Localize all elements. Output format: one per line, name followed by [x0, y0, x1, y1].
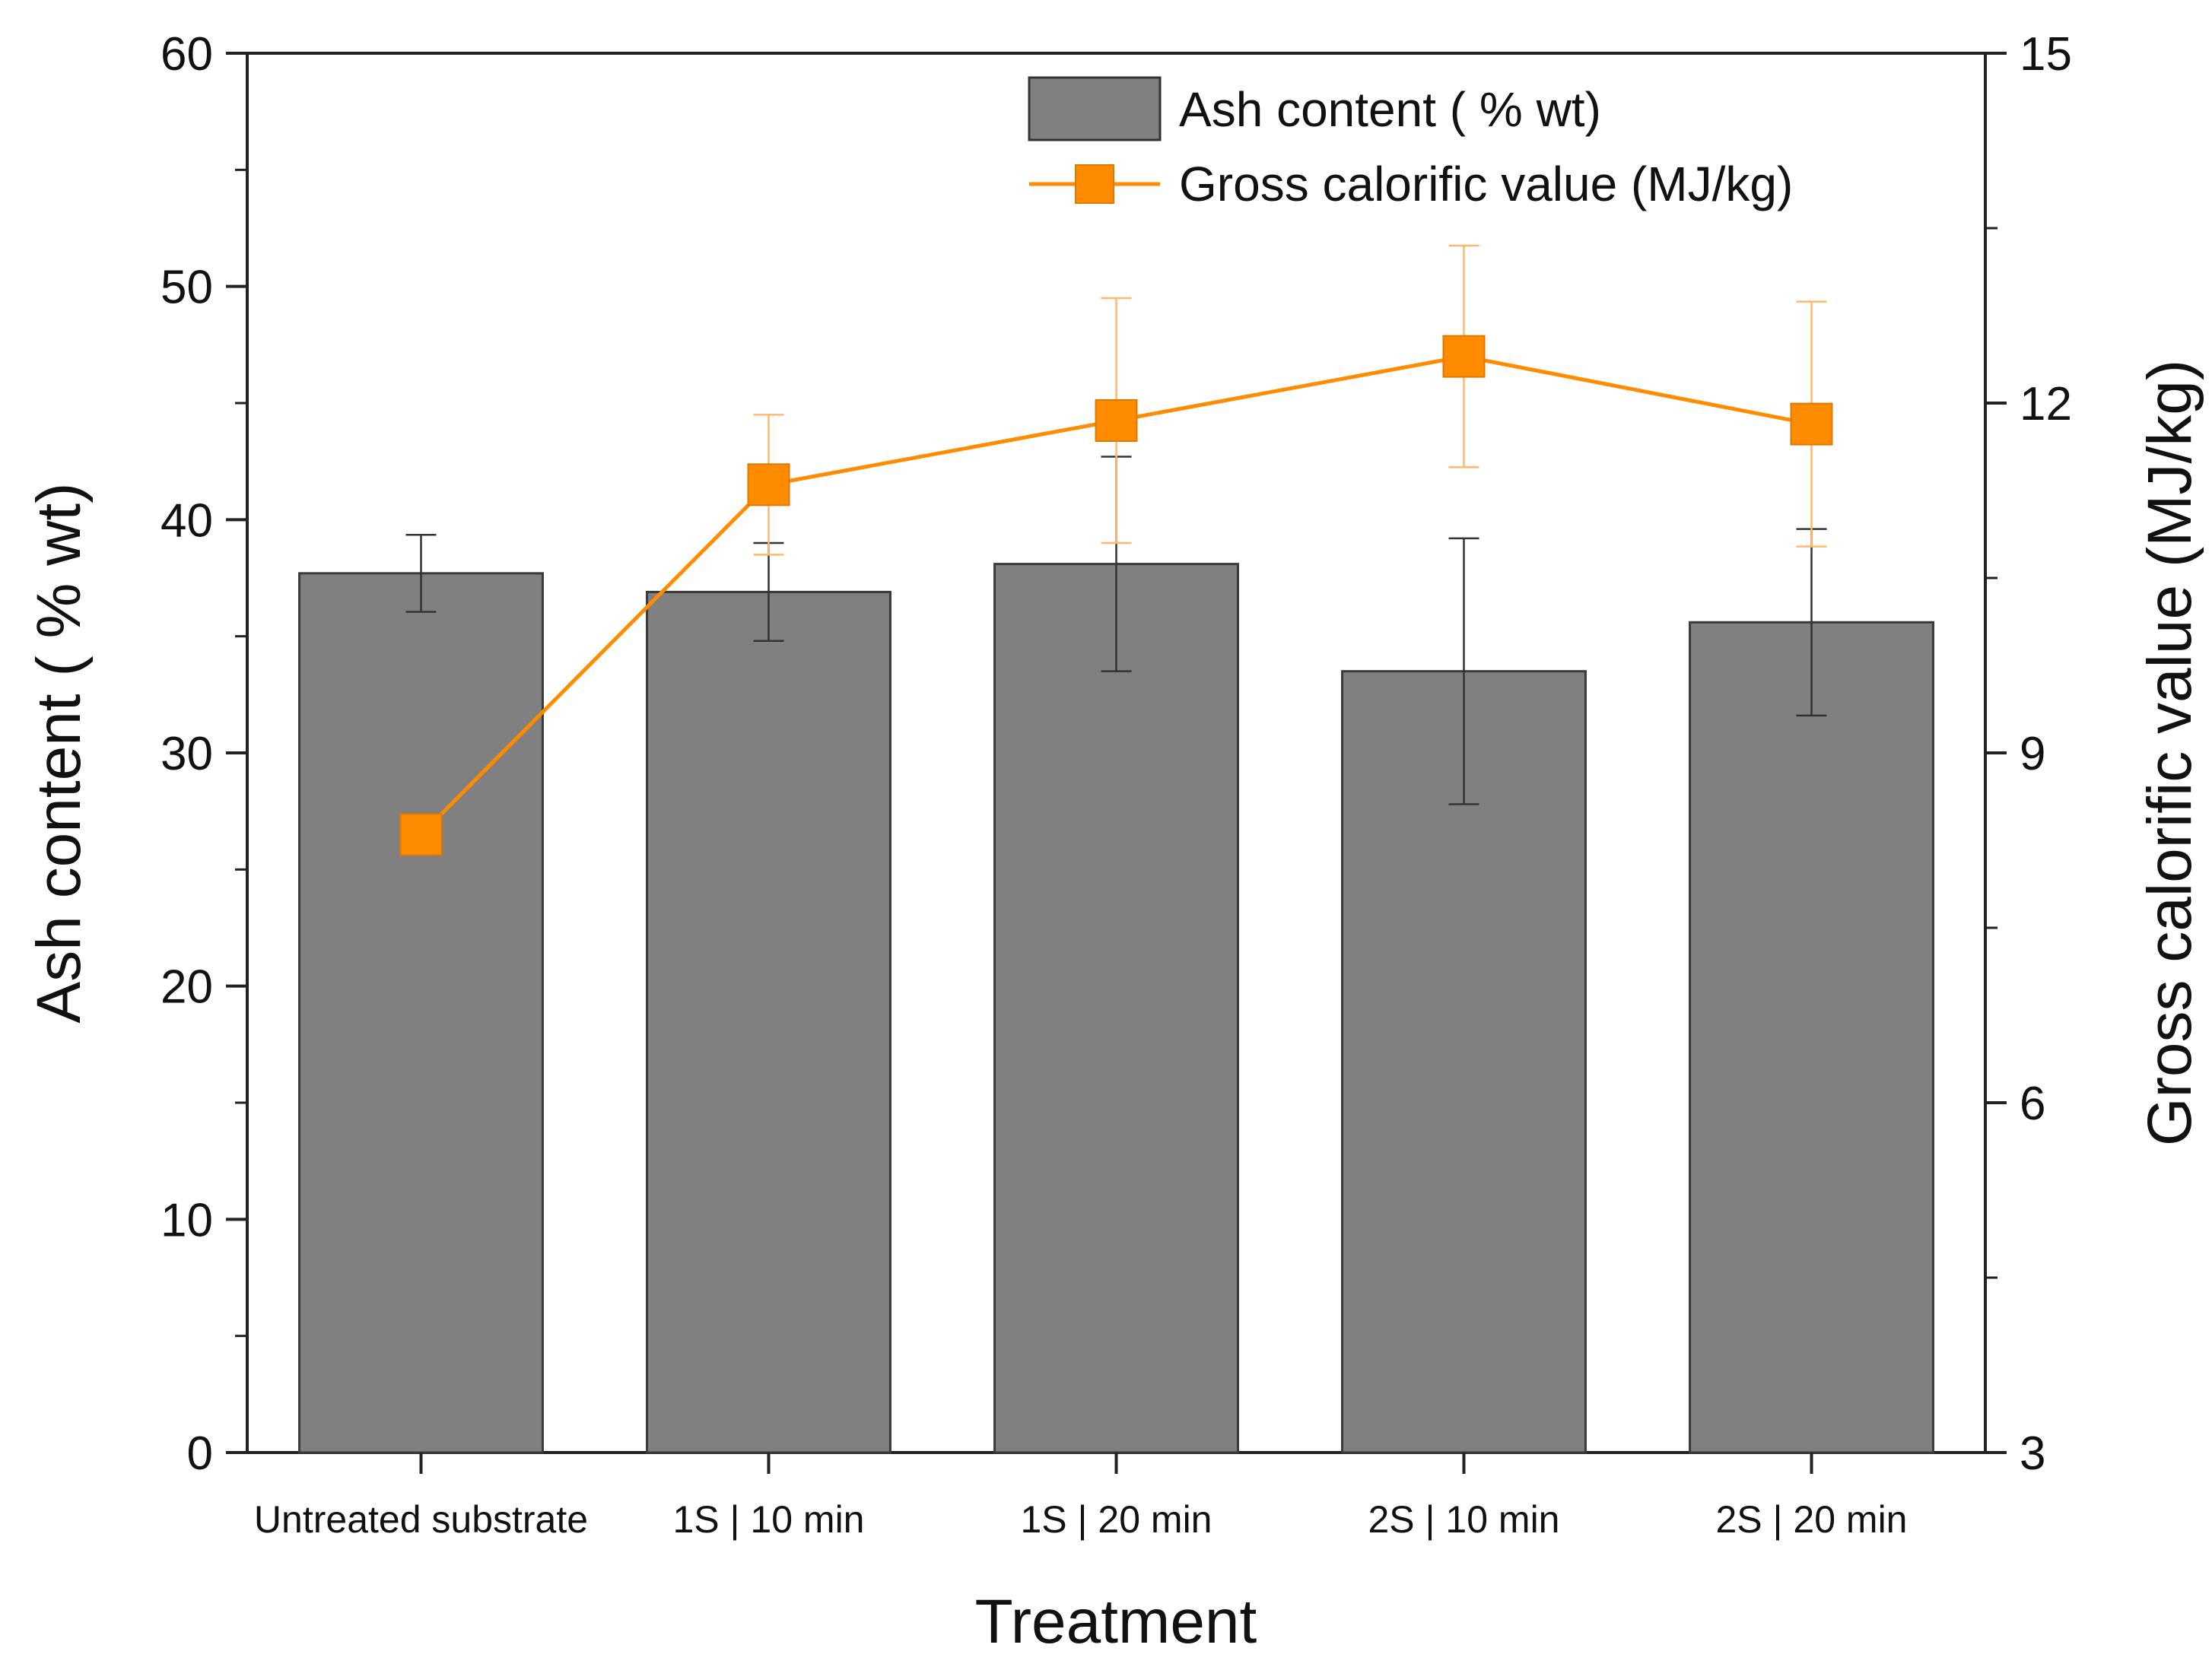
left-tick-label-0: 0 — [187, 1427, 213, 1480]
line-marker-1 — [747, 463, 790, 506]
left-tick-label-1: 10 — [160, 1194, 213, 1246]
line-marker-2 — [1095, 399, 1138, 442]
x-axis: Untreated substrate 1S | 10 min 1S | 20 mi… — [254, 1453, 1908, 1541]
left-tick-label-6: 60 — [160, 28, 213, 81]
line-marker-3 — [1442, 335, 1486, 378]
left-axis: 0 10 20 30 40 50 60 — [160, 28, 247, 1480]
right-tick-label-3: 12 — [2020, 378, 2072, 430]
left-tick-label-3: 30 — [160, 728, 213, 780]
legend-bar-label: Ash content ( % wt) — [1179, 82, 1601, 137]
legend: Ash content ( % wt) Gross calorific valu… — [1028, 76, 1793, 211]
bars-layer — [298, 563, 1934, 1454]
left-tick-label-4: 40 — [160, 494, 213, 547]
x-axis-title: Treatment — [975, 1587, 1257, 1656]
bar-0 — [298, 572, 544, 1454]
right-axis-title: Gross calorific value (MJ/kg) — [2135, 360, 2204, 1146]
line-marker-0 — [399, 813, 443, 856]
left-tick-label-5: 50 — [160, 262, 213, 314]
bar-4 — [1689, 621, 1934, 1454]
bar-2 — [993, 563, 1239, 1454]
legend-line-marker — [1075, 164, 1114, 204]
bar-1 — [646, 590, 891, 1454]
right-tick-label-4: 15 — [2020, 28, 2072, 81]
x-tick-label-4: 2S | 20 min — [1715, 1498, 1907, 1541]
right-tick-label-0: 3 — [2020, 1427, 2045, 1480]
line-marker-4 — [1790, 402, 1833, 446]
legend-bar-swatch — [1028, 76, 1162, 141]
x-tick-label-3: 2S | 10 min — [1368, 1498, 1559, 1541]
line-errors-layer — [753, 244, 1827, 556]
x-tick-label-2: 1S | 20 min — [1020, 1498, 1212, 1541]
line-layer — [399, 335, 1833, 856]
left-tick-label-2: 20 — [160, 961, 213, 1014]
right-tick-label-1: 6 — [2020, 1078, 2045, 1130]
x-tick-label-1: 1S | 10 min — [672, 1498, 864, 1541]
right-tick-label-2: 9 — [2020, 728, 2045, 780]
legend-line-label: Gross calorific value (MJ/kg) — [1179, 157, 1793, 211]
right-axis: 3 6 9 12 15 — [1985, 28, 2072, 1480]
x-tick-label-0: Untreated substrate — [254, 1498, 588, 1541]
left-axis-title: Ash content ( % wt) — [24, 483, 94, 1024]
